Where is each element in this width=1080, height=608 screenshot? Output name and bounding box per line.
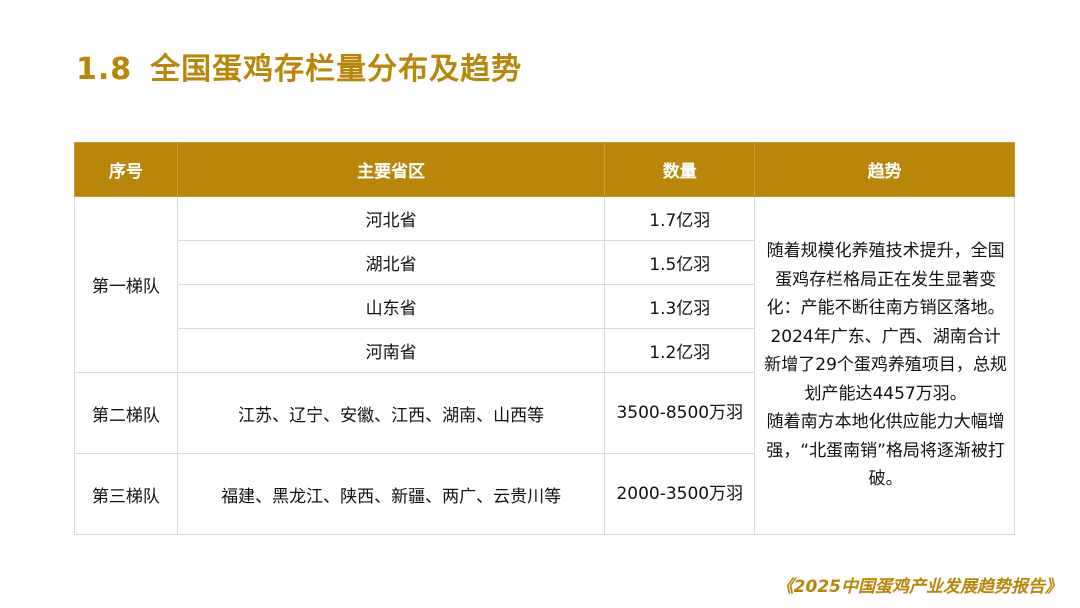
title-text: 全国蛋鸡存栏量分布及趋势 <box>150 52 523 87</box>
quantity-cell: 1.2亿羽 <box>604 328 756 373</box>
province-cell: 河南省 <box>176 328 606 373</box>
table-row: 河南省 1.2亿羽 <box>75 328 1015 373</box>
province-cell: 江苏、辽宁、安徽、江西、湖南、山西等 <box>176 372 606 454</box>
table-row: 第一梯队 河北省 1.7亿羽 随着规模化养殖技术提升，全国蛋鸡存栏格局正在发生显… <box>74 196 1015 535</box>
province-cell: 山东省 <box>176 284 606 329</box>
trend-cell: 随着规模化养殖技术提升，全国蛋鸡存栏格局正在发生显著变化：产能不断往南方销区落地… <box>754 196 1015 535</box>
section-number: 1.8 <box>76 52 133 87</box>
province-cell: 福建、黑龙江、陕西、新疆、两广、云贵川等 <box>176 453 606 535</box>
quantity-cell: 1.5亿羽 <box>604 240 756 285</box>
tier1-label: 第一梯队 <box>74 196 178 373</box>
tier3-label: 第三梯队 <box>74 453 178 535</box>
header-trend: 趋势 <box>754 142 1015 197</box>
quantity-cell: 1.3亿羽 <box>604 284 756 329</box>
province-cell: 湖北省 <box>176 240 606 285</box>
page-title: 1.8 全国蛋鸡存栏量分布及趋势 <box>76 44 522 88</box>
table-row: 第二梯队 江苏、辽宁、安徽、江西、湖南、山西等 3500-8500万羽 <box>74 372 1015 454</box>
table-row: 山东省 1.3亿羽 <box>75 284 1015 329</box>
tier2-label: 第二梯队 <box>74 372 178 454</box>
table-header-row: 序号 主要省区 数量 趋势 <box>74 142 1015 197</box>
report-source: 《2025中国蛋鸡产业发展趋势报告》 <box>776 577 1062 597</box>
table-row: 湖北省 1.5亿羽 <box>75 240 1015 285</box>
header-quantity: 数量 <box>604 142 756 197</box>
header-province: 主要省区 <box>176 142 606 197</box>
distribution-table: 序号 主要省区 数量 趋势 第一梯队 河北省 1.7亿羽 随着规模化养殖技术提升… <box>74 142 1015 535</box>
trend-paragraph-1: 随着规模化养殖技术提升，全国蛋鸡存栏格局正在发生显著变化：产能不断往南方销区落地… <box>764 241 1007 404</box>
quantity-cell: 2000-3500万羽 <box>604 453 756 535</box>
trend-paragraph-2: 随着南方本地化供应能力大幅增强，“北蛋南销”格局将逐渐被打破。 <box>766 412 1005 490</box>
quantity-cell: 3500-8500万羽 <box>604 372 756 454</box>
header-index: 序号 <box>74 142 178 197</box>
table-row: 第三梯队 福建、黑龙江、陕西、新疆、两广、云贵川等 2000-3500万羽 <box>74 453 1015 535</box>
province-cell: 河北省 <box>176 196 606 241</box>
quantity-cell: 1.7亿羽 <box>604 196 756 241</box>
